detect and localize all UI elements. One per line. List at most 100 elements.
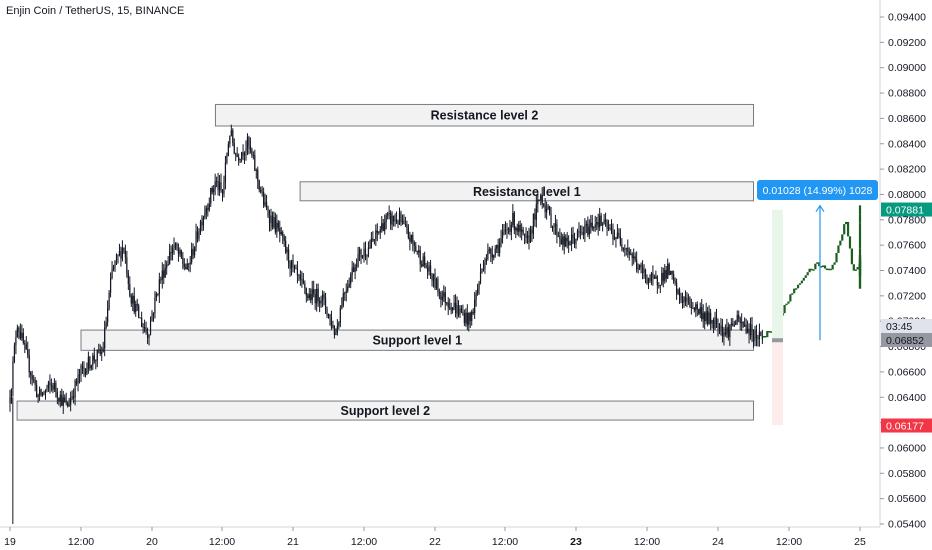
candle-body	[664, 270, 666, 281]
candle-body	[33, 379, 35, 381]
candle-body	[707, 311, 709, 324]
candle-body	[689, 297, 691, 307]
candle-body	[112, 266, 115, 269]
y-tick-label: 0.05600	[888, 493, 926, 505]
candle-body	[267, 208, 269, 217]
candle-body	[74, 380, 76, 398]
candle-body	[166, 265, 168, 268]
candle-body	[171, 248, 174, 254]
y-tick-label: 0.05800	[888, 468, 926, 480]
candle-body	[83, 367, 85, 370]
candle-body	[285, 240, 287, 253]
candle-body	[301, 279, 303, 281]
x-tick-label: 24	[712, 536, 724, 548]
candle-body	[710, 312, 712, 324]
candle-body	[307, 295, 309, 299]
candle-body	[240, 152, 243, 160]
candle-body	[665, 270, 667, 279]
candle-body	[506, 229, 508, 231]
projection-candle	[806, 272, 809, 276]
position-label-box	[757, 180, 878, 200]
candle-body	[656, 276, 658, 286]
candle-body	[535, 204, 537, 220]
projection-candle	[858, 205, 862, 215]
candle-body	[578, 231, 580, 233]
candle-body	[41, 392, 44, 396]
candle-body	[382, 223, 384, 231]
candle-body	[233, 142, 235, 154]
price-axis: 0.09400 0.09200 0.09000 0.08800 0.08600 0.084…	[880, 12, 926, 531]
candle-body	[369, 247, 371, 249]
x-tick-label: 12:00	[209, 536, 235, 548]
candle-body	[650, 273, 653, 281]
candle-body	[501, 231, 504, 239]
candle-body	[263, 192, 265, 206]
candle-body	[133, 295, 135, 313]
candle-body	[141, 317, 143, 328]
candle-body	[87, 357, 89, 369]
candle-body	[260, 189, 262, 192]
projection-candle	[858, 215, 862, 222]
candle-body	[655, 276, 657, 279]
zone-label: Resistance level 2	[431, 109, 539, 123]
candle-body	[497, 245, 499, 254]
candle-body	[364, 248, 367, 257]
candle-body	[652, 273, 654, 277]
candle-body	[673, 273, 675, 281]
candle-body	[476, 288, 479, 294]
candle-body	[551, 226, 554, 228]
candle-body	[205, 208, 207, 214]
candle-body	[646, 277, 648, 284]
candle-body	[736, 315, 738, 322]
candle-body	[752, 337, 755, 341]
candle-body	[321, 294, 324, 301]
candle-body	[18, 327, 20, 332]
candle-body	[145, 328, 147, 333]
candle-body	[50, 384, 53, 386]
candle-body	[177, 249, 180, 254]
candle-body	[357, 253, 359, 267]
candle-body	[152, 312, 155, 316]
candle-body	[201, 221, 203, 226]
candle-body	[186, 263, 188, 269]
projection-candle	[858, 258, 862, 269]
candle-body	[9, 397, 11, 404]
candle-body	[378, 232, 380, 233]
candle-body	[324, 297, 327, 309]
y-tick-label: 0.08400	[888, 138, 926, 150]
candle-body	[661, 272, 663, 286]
candle-body	[316, 288, 318, 304]
candle-body	[591, 222, 593, 229]
candle-body	[84, 369, 87, 375]
candle-body	[154, 297, 156, 313]
candle-body	[298, 274, 300, 276]
candle-body	[481, 268, 483, 272]
candle-body	[127, 273, 129, 284]
projection-candle	[802, 277, 805, 281]
candle-body	[67, 402, 69, 407]
candle-body	[553, 226, 555, 228]
zone-box	[16, 400, 755, 421]
candle-body	[81, 365, 84, 368]
candle-body	[757, 338, 759, 340]
candle-body	[509, 228, 511, 232]
candle-body	[702, 312, 704, 320]
candle-body	[463, 313, 465, 323]
candle-body	[761, 336, 763, 340]
candle-body	[36, 384, 38, 397]
candle-body	[554, 223, 557, 227]
candle-body	[124, 250, 126, 258]
candle-body	[46, 388, 48, 390]
candle-body	[529, 229, 532, 243]
candle-body	[114, 260, 116, 267]
candle-body	[257, 169, 259, 181]
candle-body	[641, 266, 644, 273]
candle-body	[255, 169, 257, 171]
candle-body	[729, 324, 731, 338]
candle-body	[314, 294, 316, 304]
candle-body	[329, 314, 331, 318]
zone-box	[214, 103, 754, 127]
projection-candle	[783, 305, 786, 314]
candle-body	[323, 294, 325, 298]
